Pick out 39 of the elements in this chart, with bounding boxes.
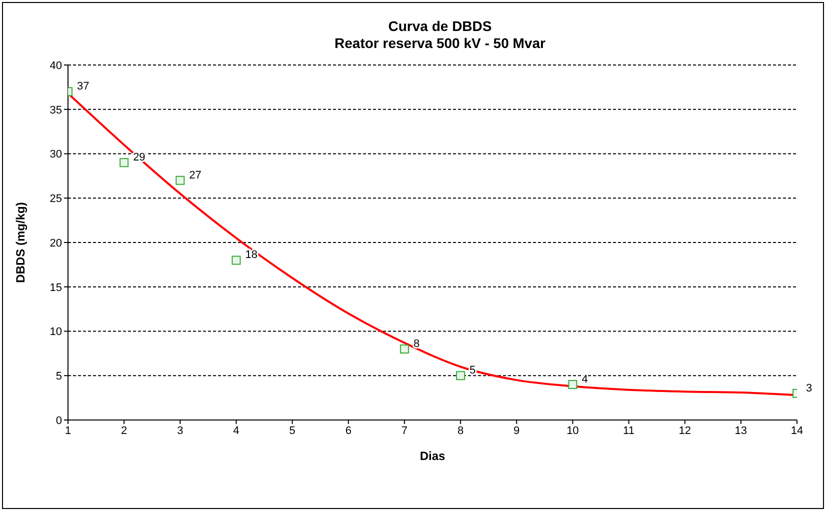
point xyxy=(456,371,466,380)
x-axis-title: Dias xyxy=(420,449,446,463)
data-label: 8 xyxy=(413,338,420,350)
x-tick-label: 8 xyxy=(457,424,464,437)
y-tick-label: 5 xyxy=(56,370,62,383)
x-tick-label: 2 xyxy=(121,424,128,437)
x-tick-label: 4 xyxy=(233,424,240,437)
x-tick-label: 13 xyxy=(734,424,748,437)
data-label: 4 xyxy=(582,373,588,386)
y-tick-label: 0 xyxy=(56,414,62,427)
y-axis-title: DBDS (mg/kg) xyxy=(13,202,28,283)
chart-title: Curva de DBDS xyxy=(387,18,493,35)
point xyxy=(232,256,241,265)
chart-subtitle: Reator reserva 500 kV - 50 Mvar xyxy=(334,35,546,52)
point xyxy=(568,380,578,389)
x-tick-label: 12 xyxy=(678,424,691,437)
x-tick-label: 6 xyxy=(345,424,352,437)
data-label: 3 xyxy=(806,382,812,394)
data-label: 37 xyxy=(77,80,90,93)
x-tick-label: 7 xyxy=(401,424,408,437)
x-tick-label: 14 xyxy=(790,424,804,437)
x-tick-label: 9 xyxy=(514,424,520,437)
x-tick-label: 1 xyxy=(64,424,72,437)
data-label: 27 xyxy=(189,169,202,182)
y-tick-label: 10 xyxy=(50,326,62,338)
y-tick-label: 20 xyxy=(50,237,62,250)
point xyxy=(176,176,185,185)
x-tick-label: 5 xyxy=(289,424,296,437)
y-tick-label: 30 xyxy=(50,148,62,161)
x-tick-label: 10 xyxy=(566,424,579,437)
y-tick-label: 25 xyxy=(50,193,62,206)
point xyxy=(400,344,409,354)
y-tick-label: 40 xyxy=(50,60,62,72)
y-tick-label: 15 xyxy=(50,282,62,294)
y-tick-label: 35 xyxy=(50,104,62,116)
point xyxy=(120,158,129,168)
x-tick-label: 11 xyxy=(623,424,634,437)
data-label: 18 xyxy=(245,249,258,262)
x-tick-label: 3 xyxy=(177,424,184,437)
